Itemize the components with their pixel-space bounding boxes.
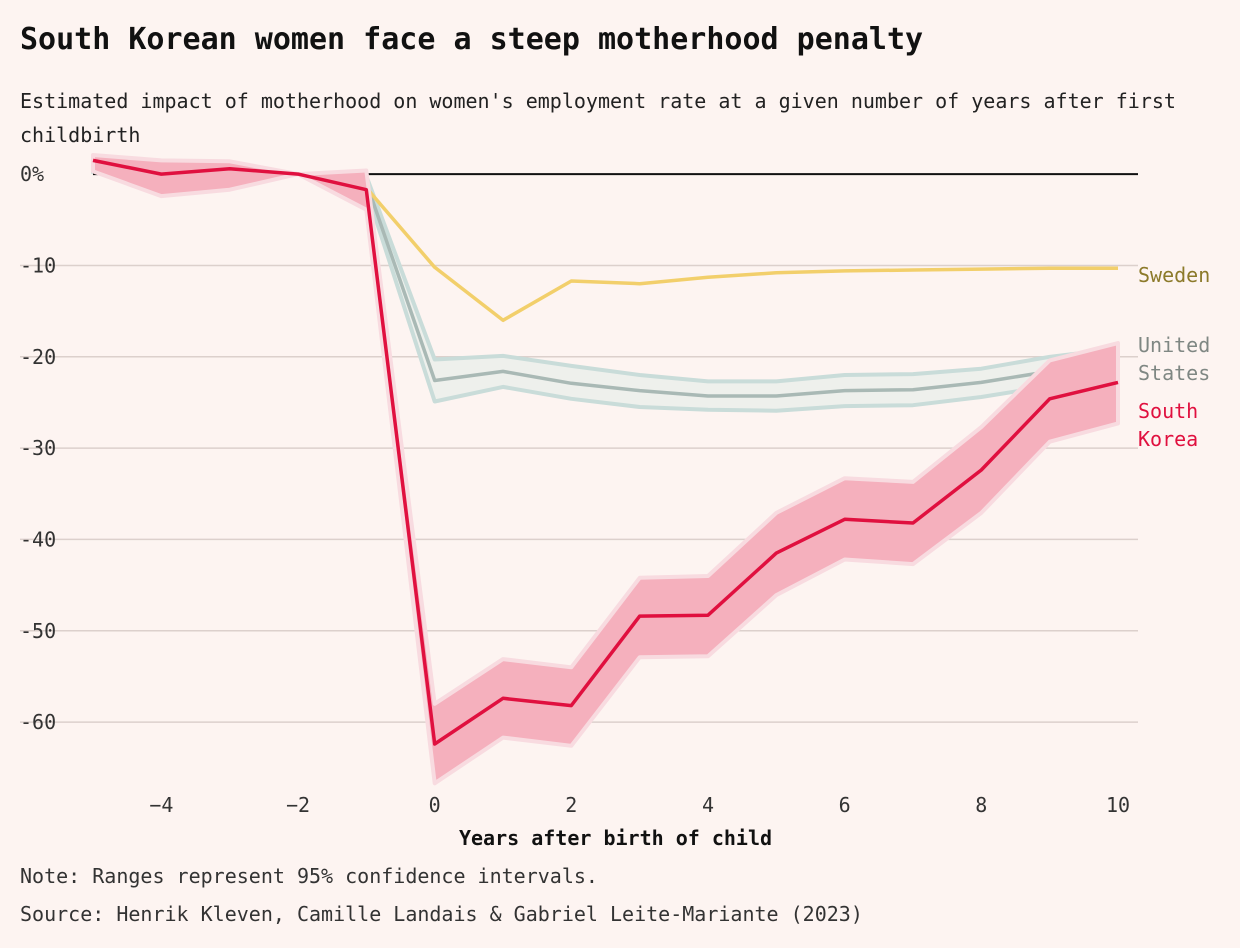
y-tick-label: 0%: [20, 162, 44, 186]
x-tick-label: 10: [1106, 793, 1130, 817]
x-tick-label: 2: [565, 793, 577, 817]
y-tick-label: -20: [20, 345, 56, 369]
y-axis-ticks: 0% -10 -20 -30 -40 -50 -60: [20, 162, 56, 734]
line-chart: 0% -10 -20 -30 -40 -50 -60 −4 −2 0 2 4 6 8 10 Sweden U…: [20, 153, 1210, 850]
series-lines: [91, 153, 1120, 786]
confidence-bands: [91, 160, 1120, 413]
gridlines: [20, 264, 1138, 723]
x-tick-label: −2: [286, 793, 310, 817]
source-text: Source: Henrik Kleven, Camille Landais &…: [20, 902, 863, 926]
series-label-south-korea: South Korea: [1138, 399, 1198, 451]
note-text: Note: Ranges represent 95% confidence in…: [20, 864, 598, 888]
series-line-south-korea: [92, 158, 1119, 746]
chart-title: South Korean women face a steep motherho…: [20, 22, 924, 57]
x-tick-label: 4: [702, 793, 714, 817]
x-tick-label: 8: [975, 793, 987, 817]
y-tick-label: -40: [20, 527, 56, 551]
series-label-united-states: United States: [1138, 333, 1210, 385]
y-tick-label: -10: [20, 253, 56, 277]
y-tick-label: -50: [20, 619, 56, 643]
x-tick-label: 0: [429, 793, 441, 817]
x-tick-label: 6: [839, 793, 851, 817]
series-labels: Sweden United States South Korea: [1138, 263, 1210, 451]
x-tick-label: −4: [149, 793, 173, 817]
series-label-sweden: Sweden: [1138, 263, 1210, 287]
confidence-band-united-states: [91, 160, 1120, 413]
y-tick-label: -60: [20, 710, 56, 734]
chart-subtitle: Estimated impact of motherhood on women'…: [20, 89, 1176, 147]
y-tick-label: -30: [20, 436, 56, 460]
x-axis-ticks: −4 −2 0 2 4 6 8 10: [149, 793, 1130, 817]
x-axis-label: Years after birth of child: [459, 826, 772, 850]
confidence-band-south-korea: [91, 153, 1120, 786]
series-line-sweden: [92, 163, 1118, 323]
